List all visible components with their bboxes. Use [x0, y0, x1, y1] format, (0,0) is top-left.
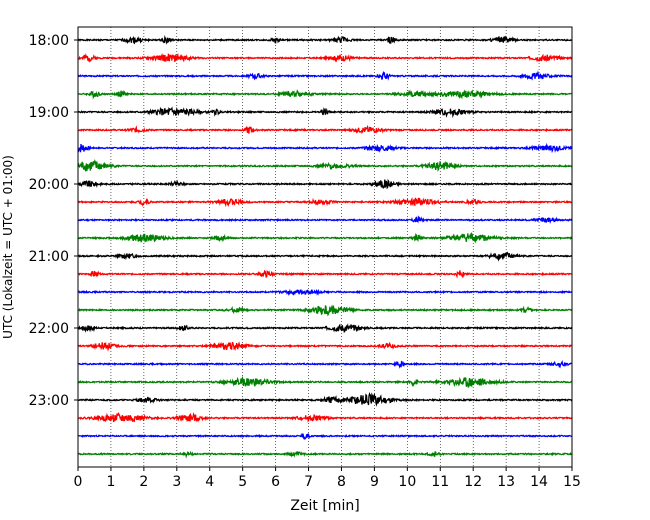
seismic-trace — [77, 323, 573, 334]
seismic-trace — [78, 375, 573, 388]
y-tick-label: 21:00 — [29, 249, 69, 265]
seismic-trace — [77, 124, 572, 135]
seismic-trace — [78, 411, 573, 423]
x-tick-label: 14 — [530, 474, 548, 490]
seismic-trace — [77, 251, 573, 262]
y-tick-label: 20:00 — [29, 177, 69, 193]
y-tick-label: 19:00 — [29, 105, 69, 121]
x-tick-label: 4 — [205, 474, 214, 490]
seismic-trace — [78, 391, 573, 407]
x-tick-label: 0 — [74, 474, 83, 490]
seismic-trace — [77, 142, 573, 154]
seismic-trace — [77, 159, 573, 172]
seismic-trace — [77, 288, 573, 297]
y-axis-label: UTC (Lokalzeit = UTC + 01:00) — [1, 155, 15, 339]
seismic-trace — [77, 359, 573, 369]
seismic-trace — [77, 52, 573, 63]
x-tick-label: 1 — [106, 474, 115, 490]
x-axis-label: Zeit [min] — [290, 498, 359, 514]
y-tick-label: 18:00 — [29, 33, 69, 49]
x-tick-label: 5 — [238, 474, 247, 490]
x-tick-label: 6 — [271, 474, 280, 490]
seismic-traces — [77, 34, 573, 459]
x-tick-label: 15 — [563, 474, 581, 490]
seismic-trace — [77, 432, 573, 440]
x-tick-label: 9 — [370, 474, 379, 490]
seismic-trace — [77, 178, 573, 190]
seismic-trace — [77, 269, 572, 279]
x-tick-label: 10 — [398, 474, 416, 490]
x-axis-ticks: 0 1 2 3 4 5 6 7 8 9 10 11 12 13 14 15 — [74, 467, 581, 490]
seismic-trace — [77, 450, 573, 459]
seismic-trace — [77, 341, 573, 352]
seismic-trace — [77, 106, 573, 119]
plot-frame — [77, 26, 573, 468]
x-tick-label: 8 — [337, 474, 346, 490]
seismic-trace — [77, 70, 573, 81]
seismic-trace — [77, 89, 573, 100]
x-tick-label: 11 — [431, 474, 449, 490]
x-tick-label: 2 — [139, 474, 148, 490]
x-tick-label: 13 — [497, 474, 515, 490]
y-axis-ticks: 18:00 19:00 20:00 21:00 22:00 23:00 — [29, 33, 78, 409]
seismic-trace — [77, 34, 573, 45]
x-tick-label: 7 — [304, 474, 313, 490]
y-tick-label: 22:00 — [29, 321, 69, 337]
seismic-trace — [77, 196, 573, 208]
x-tick-label: 3 — [172, 474, 181, 490]
grid-lines — [110, 27, 540, 467]
seismic-trace — [77, 232, 573, 244]
seismic-trace — [77, 215, 573, 225]
seismic-trace — [77, 304, 573, 317]
x-tick-label: 12 — [464, 474, 482, 490]
y-tick-label: 23:00 — [29, 393, 69, 409]
